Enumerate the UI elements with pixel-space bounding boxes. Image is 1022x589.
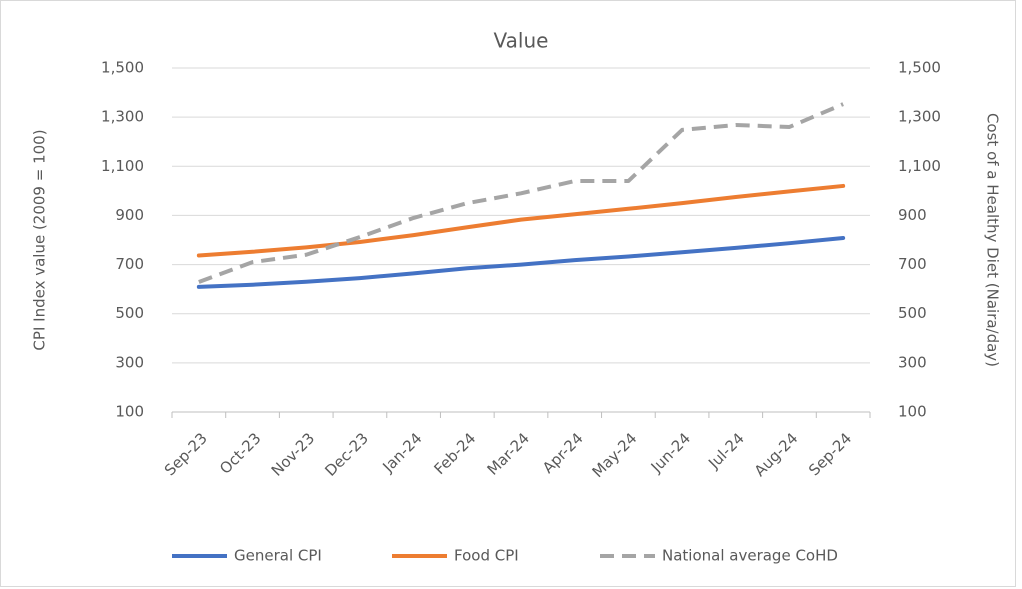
y2-tick-label: 1,300 — [898, 108, 941, 126]
y-tick-label: 100 — [115, 403, 144, 421]
y2-tick-label: 900 — [898, 206, 927, 224]
line-series — [198, 102, 844, 284]
y2-tick-label: 1,100 — [898, 157, 941, 175]
y-tick-label: 1,500 — [101, 59, 144, 77]
y-tick-label: 700 — [115, 255, 144, 273]
y-tick-label: 1,300 — [101, 108, 144, 126]
y-tick-label: 900 — [115, 206, 144, 224]
y2-tick-label: 300 — [898, 353, 927, 371]
y-axis-title: CPI Index value (2009 = 100) — [31, 129, 49, 350]
y-tick-label: 500 — [115, 304, 144, 322]
y-tick-label: 1,100 — [101, 157, 144, 175]
legend-label: General CPI — [234, 547, 322, 565]
y2-tick-label: 500 — [898, 304, 927, 322]
y2-tick-label: 1,500 — [898, 59, 941, 77]
legend-label: Food CPI — [454, 547, 519, 565]
y2-tick-label: 100 — [898, 403, 927, 421]
chart-title: Value — [494, 29, 549, 53]
y-tick-label: 300 — [115, 353, 144, 371]
legend-label: National average CoHD — [662, 547, 838, 565]
y2-tick-label: 700 — [898, 255, 927, 273]
y2-axis-title: Cost of a Healthy Diet (Naira/day) — [984, 113, 1002, 367]
line-series — [196, 236, 846, 289]
line-series — [196, 183, 846, 258]
